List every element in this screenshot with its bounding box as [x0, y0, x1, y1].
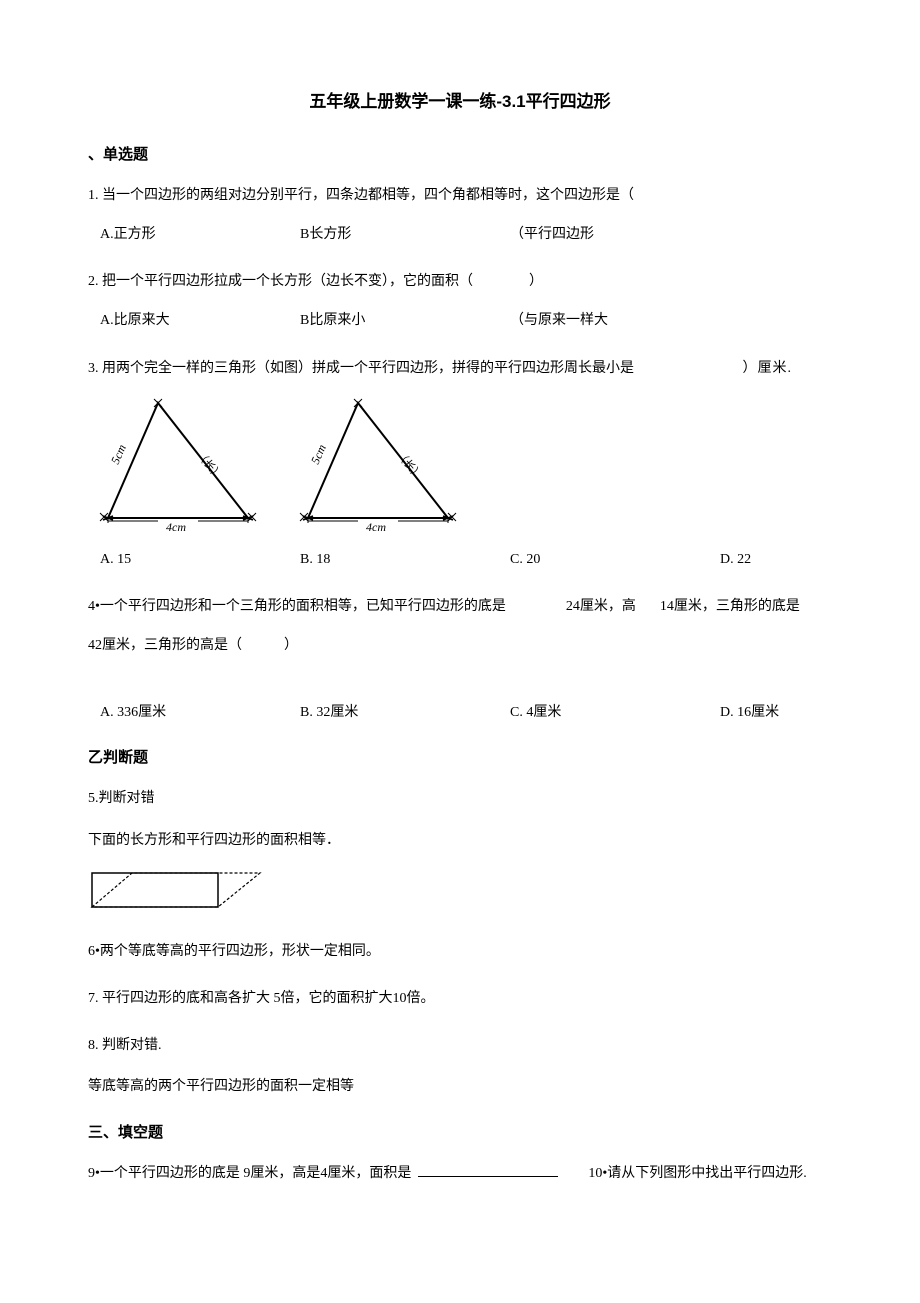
q2-opt-c: （与原来一样大 — [510, 308, 720, 333]
q4-l1-c: 14厘米，三角形的底是 — [660, 594, 800, 619]
question-9-10: 9•一个平行四边形的底是 9厘米，高是4厘米，面积是 10•请从下列图形中找出平… — [88, 1161, 832, 1186]
section-3-header: 三、填空题 — [88, 1122, 832, 1143]
question-6: 6•两个等底等高的平行四边形，形状一定相同。 — [88, 939, 832, 964]
q9-text-a: 9•一个平行四边形的底是 9厘米，高是4厘米，面积是 — [88, 1166, 418, 1181]
question-1: 1. 当一个四边形的两组对边分别平行，四条边都相等，四个角都相等时，这个四边形是… — [88, 183, 832, 247]
q9-left: 9•一个平行四边形的底是 9厘米，高是4厘米，面积是 — [88, 1161, 558, 1186]
q5-text: 下面的长方形和平行四边形的面积相等． — [88, 828, 832, 853]
q3-figures: 5cm （长） 4cm 5cm （长） 4cm — [88, 393, 832, 533]
q5-figure — [88, 869, 268, 917]
q4-line1: 4•一个平行四边形和一个三角形的面积相等，已知平行四边形的底是 24厘米，高 1… — [88, 594, 832, 619]
q4-gap1 — [506, 594, 566, 619]
q10-text: 10•请从下列图形中找出平行四边形. — [588, 1161, 806, 1186]
q4-line2: 42厘米，三角形的高是（ ） — [88, 633, 832, 658]
q3-text-row: 3. 用两个完全一样的三角形（如图）拼成一个平行四边形，拼得的平行四边形周长最小… — [88, 356, 832, 381]
triangle-left-label: 5cm — [108, 442, 129, 466]
question-4: 4•一个平行四边形和一个三角形的面积相等，已知平行四边形的底是 24厘米，高 1… — [88, 594, 832, 726]
question-2: 2. 把一个平行四边形拉成一个长方形（边长不变），它的面积（ ） A.比原来大 … — [88, 269, 832, 333]
q4-opt-a: A. 336厘米 — [100, 700, 300, 725]
q2-opt-b: B比原来小 — [300, 308, 510, 333]
triangle-right-label-2: （长） — [394, 448, 425, 482]
q4-gap2 — [636, 594, 660, 619]
q1-opt-a: A.正方形 — [100, 222, 300, 247]
q3-text: 3. 用两个完全一样的三角形（如图）拼成一个平行四边形，拼得的平行四边形周长最小… — [88, 361, 634, 376]
page-title: 五年级上册数学一课一练-3.1平行四边形 — [88, 90, 832, 114]
q8-num: 8. 判断对错. — [88, 1033, 832, 1058]
q4-opt-b: B. 32厘米 — [300, 700, 510, 725]
triangle-figure-2: 5cm （长） 4cm — [288, 393, 468, 533]
q2-options: A.比原来大 B比原来小 （与原来一样大 — [88, 308, 832, 333]
q1-opt-b: B长方形 — [300, 222, 510, 247]
triangle-left-label-2: 5cm — [308, 442, 329, 466]
q1-opt-c: （平行四边形 — [510, 222, 720, 247]
q9-blank — [418, 1163, 558, 1177]
q3-text-tail: ）厘米. — [638, 361, 793, 376]
q3-options: A. 15 B. 18 C. 20 D. 22 — [88, 547, 832, 572]
q2-opt-a: A.比原来大 — [100, 308, 300, 333]
section-2-header: 乙判断题 — [88, 747, 832, 768]
q5-num: 5.判断对错 — [88, 786, 832, 811]
triangle-base-label-2: 4cm — [366, 520, 386, 533]
q4-opt-c: C. 4厘米 — [510, 700, 720, 725]
q4-l1-b: 24厘米，高 — [566, 594, 636, 619]
section-1-header: 、单选题 — [88, 144, 832, 165]
question-3: 3. 用两个完全一样的三角形（如图）拼成一个平行四边形，拼得的平行四边形周长最小… — [88, 356, 832, 572]
q4-opt-d: D. 16厘米 — [720, 700, 850, 725]
triangle-figure-1: 5cm （长） 4cm — [88, 393, 268, 533]
q8-text: 等底等高的两个平行四边形的面积一定相等 — [88, 1074, 832, 1099]
q3-opt-b: B. 18 — [300, 547, 510, 572]
q3-opt-d: D. 22 — [720, 547, 850, 572]
question-8: 8. 判断对错. 等底等高的两个平行四边形的面积一定相等 — [88, 1033, 832, 1099]
q3-opt-a: A. 15 — [100, 547, 300, 572]
q3-opt-c: C. 20 — [510, 547, 720, 572]
q1-options: A.正方形 B长方形 （平行四边形 — [88, 222, 832, 247]
q4-options: A. 336厘米 B. 32厘米 C. 4厘米 D. 16厘米 — [88, 700, 832, 725]
q1-text: 1. 当一个四边形的两组对边分别平行，四条边都相等，四个角都相等时，这个四边形是… — [88, 183, 832, 208]
triangle-right-label: （长） — [194, 448, 225, 482]
q4-l1-a: 4•一个平行四边形和一个三角形的面积相等，已知平行四边形的底是 — [88, 594, 506, 619]
q2-text: 2. 把一个平行四边形拉成一个长方形（边长不变），它的面积（ ） — [88, 269, 832, 294]
question-5: 5.判断对错 下面的长方形和平行四边形的面积相等． — [88, 786, 832, 916]
question-7: 7. 平行四边形的底和高各扩大 5倍，它的面积扩大10倍。 — [88, 986, 832, 1011]
triangle-base-label: 4cm — [166, 520, 186, 533]
